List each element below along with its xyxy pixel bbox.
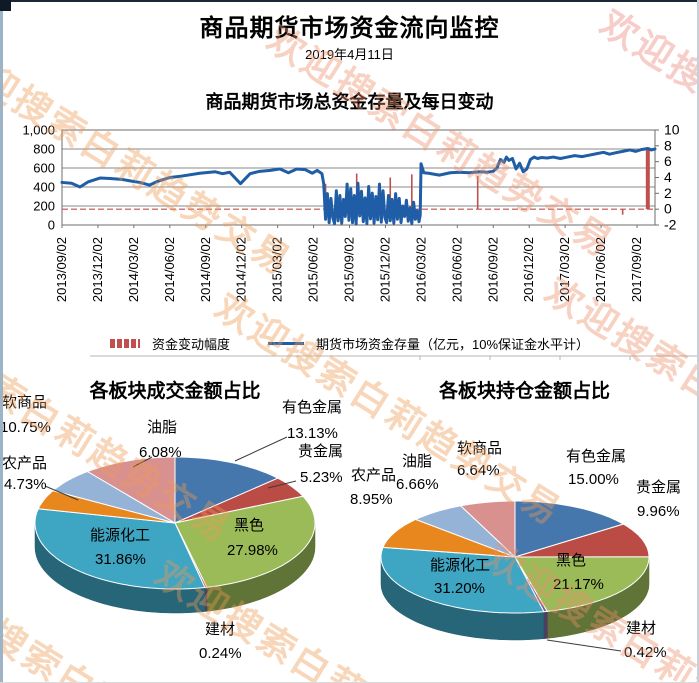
pie-slice-value: 13.13% (287, 425, 338, 442)
svg-text:2017/03/02: 2017/03/02 (557, 237, 572, 302)
pie-slice-label: 有色金属 (282, 399, 343, 416)
pie-slice-label: 黑色 (556, 552, 587, 569)
pie-slice-label: 建材 (205, 621, 236, 638)
svg-text:8: 8 (664, 137, 672, 153)
svg-text:10: 10 (664, 122, 680, 138)
pie-slice-value: 0.42% (624, 644, 667, 661)
svg-text:800: 800 (33, 142, 55, 157)
pie-slice-value: 8.95% (350, 491, 393, 508)
svg-text:2014/06/02: 2014/06/02 (162, 237, 177, 302)
pie-slice-label: 建材 (626, 620, 657, 637)
pie-slice-label: 贵金属 (636, 479, 682, 496)
pie-slice-label: 贵金属 (298, 443, 344, 460)
pie-slice-label: 农产品 (2, 455, 48, 472)
pie-slice-label: 软商品 (457, 440, 503, 457)
pie-slice-value: 21.17% (553, 576, 604, 593)
svg-text:4: 4 (664, 169, 672, 185)
pie-slice-label: 油脂 (402, 453, 433, 470)
svg-text:0: 0 (48, 218, 55, 233)
svg-text:2017/09/02: 2017/09/02 (629, 237, 644, 302)
svg-text:2016/06/02: 2016/06/02 (449, 237, 464, 302)
svg-text:2015/12/02: 2015/12/02 (377, 237, 392, 302)
pie-slice-label: 有色金属 (566, 448, 627, 465)
section-separator (90, 355, 697, 360)
pie-slice-value: 27.98% (227, 542, 278, 559)
svg-text:2013/12/02: 2013/12/02 (90, 237, 105, 302)
svg-text:2014/09/02: 2014/09/02 (198, 237, 213, 302)
pie-slice-label: 农产品 (351, 467, 397, 484)
svg-text:2015/03/02: 2015/03/02 (270, 237, 285, 302)
pie-slice-value: 6.64% (457, 462, 500, 479)
pie-leader-lines (44, 436, 622, 652)
line-chart-title: 商品期货市场总资金存量及每日变动 (205, 92, 494, 112)
pie-slice-value: 5.23% (300, 469, 343, 486)
pie-slice-value: 6.66% (396, 476, 439, 493)
svg-text:2013/09/02: 2013/09/02 (54, 237, 69, 302)
svg-text:2016/03/02: 2016/03/02 (413, 237, 428, 302)
window-corner (0, 0, 11, 11)
svg-text:2015/09/02: 2015/09/02 (342, 237, 357, 302)
pie-slice-label: 油脂 (147, 419, 178, 436)
svg-text:200: 200 (33, 199, 55, 214)
report-date: 2019年4月11日 (305, 47, 394, 62)
pie-right-title: 各板块持仓金额占比 (438, 381, 610, 402)
svg-text:2016/09/02: 2016/09/02 (485, 237, 500, 302)
window-border-right (697, 0, 699, 683)
pie-slice-value: 6.08% (139, 444, 182, 461)
pie-slice-value: 15.00% (568, 471, 619, 488)
pie-slice-value: 10.75% (0, 419, 51, 436)
svg-text:2017/06/02: 2017/06/02 (593, 237, 608, 302)
legend-line-swatch (267, 342, 304, 345)
svg-text:2: 2 (664, 185, 672, 201)
svg-text:1,000: 1,000 (22, 123, 55, 138)
window-border-left (0, 0, 3, 683)
pie-slice-label: 能源化工 (430, 557, 491, 574)
window-border-top (0, 0, 699, 2)
pie-slice-value: 0.24% (199, 645, 242, 662)
line-chart-legend: 资金变动幅度 期货市场资金存量（亿元，10%保证金水平计） (0, 334, 699, 353)
legend-dashed-bar-swatch (109, 339, 140, 348)
pie-slice-value: 9.96% (637, 503, 680, 520)
pie-slice-label: 黑色 (234, 517, 265, 534)
pie-slice-label: 能源化工 (90, 527, 151, 544)
svg-text:2016/12/02: 2016/12/02 (521, 237, 536, 302)
pie-slice-label: 软商品 (2, 394, 48, 411)
svg-text:0: 0 (664, 201, 672, 217)
svg-text:-2: -2 (664, 217, 677, 233)
svg-text:600: 600 (33, 161, 55, 176)
pie-slice-value: 31.20% (434, 580, 485, 597)
svg-text:2014/12/02: 2014/12/02 (234, 237, 249, 302)
pie-left-title: 各板块成交金额占比 (89, 381, 261, 402)
svg-text:2014/03/02: 2014/03/02 (126, 237, 141, 302)
pie-slice-value: 31.86% (95, 551, 146, 568)
svg-text:6: 6 (664, 153, 672, 169)
legend-label-change: 资金变动幅度 (151, 337, 230, 352)
pie-chart-openinterest (380, 500, 650, 641)
pie-chart-turnover (34, 456, 316, 614)
capital-stock-line (60, 147, 657, 226)
svg-text:400: 400 (33, 180, 55, 195)
svg-text:2015/06/02: 2015/06/02 (306, 237, 321, 302)
page-title: 商品期货市场资金流向监控 (199, 15, 500, 42)
pie-slice-value: 4.73% (4, 476, 47, 493)
legend-label-stock: 期货市场资金存量（亿元，10%保证金水平计） (315, 337, 590, 352)
